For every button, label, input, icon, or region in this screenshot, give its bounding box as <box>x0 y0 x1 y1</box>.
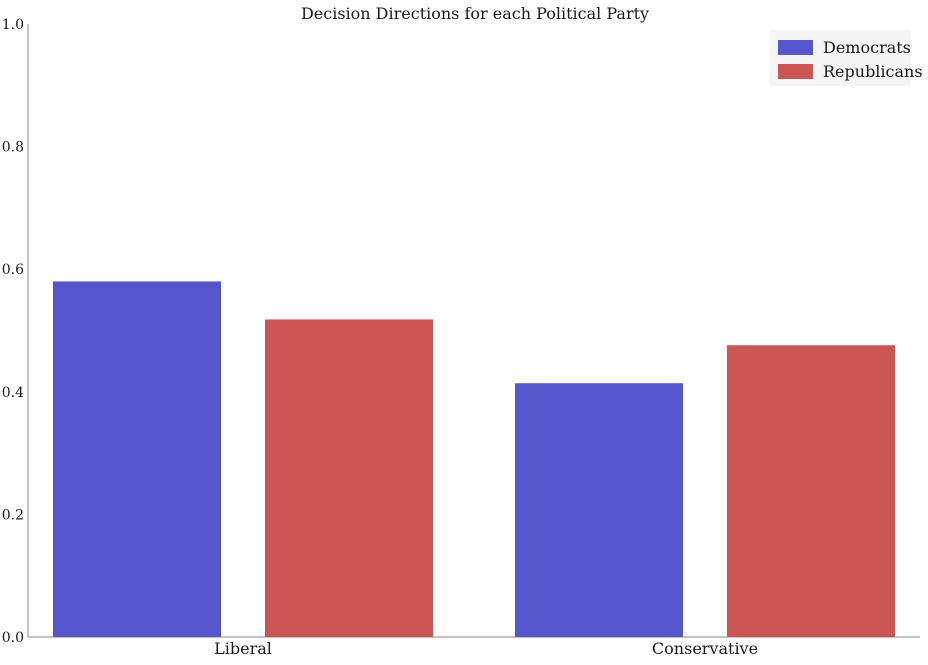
y-tick-labels: 0.0 0.2 0.4 0.6 0.8 1.0 <box>2 17 24 646</box>
y-tick-label: 0.6 <box>2 262 24 278</box>
bar-democrats-conservative <box>515 383 683 637</box>
legend-item-democrats: Democrats <box>778 37 911 57</box>
x-tick-label: Liberal <box>214 639 272 658</box>
bar-democrats-liberal <box>53 281 221 637</box>
y-tick-label: 1.0 <box>2 17 24 33</box>
legend-swatch-democrats <box>778 39 813 55</box>
y-tick-label: 0.0 <box>2 630 24 646</box>
legend: Democrats Republicans <box>770 30 923 86</box>
legend-swatch-republicans <box>778 63 813 79</box>
bar-republicans-conservative <box>727 345 895 637</box>
legend-item-republicans: Republicans <box>778 61 923 81</box>
y-tick-label: 0.4 <box>2 385 24 401</box>
chart-title: Decision Directions for each Political P… <box>301 4 649 23</box>
x-tick-label: Conservative <box>652 639 758 658</box>
legend-label-democrats: Democrats <box>823 37 911 57</box>
bar-republicans-liberal <box>265 319 433 637</box>
y-tick-label: 0.2 <box>2 507 24 523</box>
x-tick-labels: Liberal Conservative <box>214 639 758 658</box>
legend-label-republicans: Republicans <box>823 61 923 81</box>
y-tick-label: 0.8 <box>2 140 24 156</box>
bars-group <box>53 281 895 637</box>
